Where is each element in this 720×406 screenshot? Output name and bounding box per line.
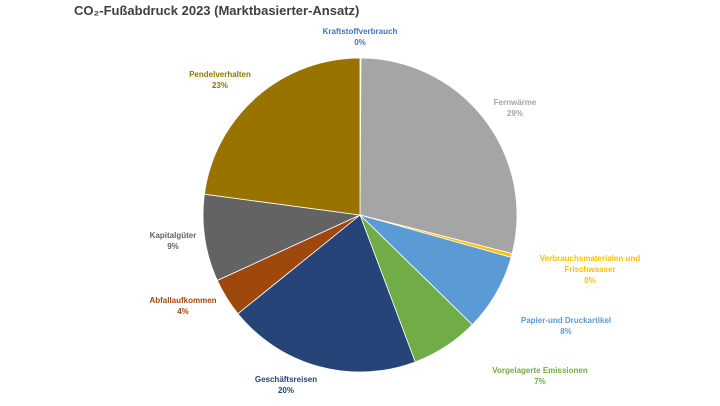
data-label: Vorgelagerte Emissionen 7% bbox=[465, 365, 615, 387]
data-label: Abfallaufkommen 4% bbox=[108, 295, 258, 317]
pie-slice bbox=[359, 57, 518, 255]
data-label: Geschäftsreisen 20% bbox=[211, 374, 361, 396]
category-label: Kapitalgüter bbox=[149, 231, 197, 240]
category-label: Abfallaufkommen bbox=[149, 296, 217, 305]
chart-title: CO₂-Fußabdruck 2023 (Marktbasierter-Ansa… bbox=[74, 3, 360, 18]
value-label: 0% bbox=[584, 276, 596, 285]
category-label: Vorgelagerte Emissionen bbox=[492, 366, 588, 375]
data-label: Pendelverhalten 23% bbox=[145, 69, 295, 91]
data-label: Fernwärme 29% bbox=[440, 97, 590, 119]
category-label: Fernwärme bbox=[493, 98, 537, 107]
category-label: Verbrauchsmaterialen und Frischwasser bbox=[539, 254, 641, 274]
value-label: 0% bbox=[354, 38, 366, 47]
category-label: Kraftstoffverbrauch bbox=[322, 27, 398, 36]
pie-slice bbox=[202, 193, 362, 281]
value-label: 20% bbox=[277, 386, 294, 395]
category-label: Pendelverhalten bbox=[189, 70, 251, 79]
value-label: 9% bbox=[167, 242, 179, 251]
category-label: Geschäftsreisen bbox=[254, 375, 318, 384]
value-label: 4% bbox=[177, 307, 189, 316]
value-label: 29% bbox=[506, 109, 523, 118]
data-label: Kapitalgüter 9% bbox=[98, 230, 248, 252]
category-label: Papier-und Druckartikel bbox=[520, 316, 612, 325]
value-label: 23% bbox=[211, 81, 228, 90]
value-label: 7% bbox=[534, 377, 546, 386]
data-label: Papier-und Druckartikel 8% bbox=[491, 315, 641, 337]
pie-slice bbox=[237, 214, 416, 373]
data-label: Verbrauchsmaterialen und Frischwasser 0% bbox=[515, 253, 665, 286]
value-label: 8% bbox=[560, 327, 572, 336]
pie-slice bbox=[203, 57, 361, 216]
data-label: Kraftstoffverbrauch 0% bbox=[285, 26, 435, 48]
